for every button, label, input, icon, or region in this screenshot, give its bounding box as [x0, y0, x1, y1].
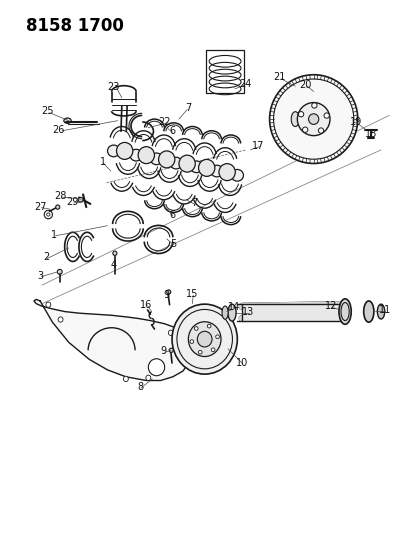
Text: 9: 9 [161, 346, 167, 357]
Ellipse shape [169, 330, 173, 335]
Ellipse shape [108, 145, 120, 157]
Text: 5: 5 [170, 239, 176, 249]
Text: 20: 20 [299, 79, 312, 90]
Ellipse shape [282, 95, 309, 143]
Ellipse shape [146, 375, 151, 381]
Ellipse shape [113, 251, 117, 255]
Text: 4: 4 [111, 261, 117, 270]
Text: 1: 1 [99, 157, 106, 167]
Ellipse shape [130, 149, 142, 161]
Text: 15: 15 [186, 289, 199, 299]
Text: 7: 7 [191, 198, 197, 208]
Ellipse shape [167, 290, 171, 294]
Text: 17: 17 [252, 141, 265, 151]
Ellipse shape [222, 306, 228, 319]
Text: 11: 11 [379, 305, 391, 315]
Text: 3: 3 [37, 271, 43, 280]
Text: 6: 6 [169, 126, 175, 136]
Ellipse shape [309, 114, 319, 124]
Text: 2: 2 [43, 253, 49, 262]
Ellipse shape [199, 350, 202, 354]
Ellipse shape [291, 112, 299, 126]
Ellipse shape [324, 113, 329, 118]
Text: 8: 8 [137, 382, 143, 392]
Ellipse shape [123, 376, 128, 382]
Text: 23: 23 [107, 82, 120, 92]
Ellipse shape [172, 304, 237, 374]
Ellipse shape [312, 103, 317, 108]
Ellipse shape [228, 304, 236, 321]
Ellipse shape [319, 128, 324, 133]
Ellipse shape [169, 348, 173, 352]
Ellipse shape [211, 348, 215, 352]
Ellipse shape [188, 322, 221, 357]
Ellipse shape [182, 346, 187, 351]
Ellipse shape [270, 75, 358, 164]
Ellipse shape [116, 142, 133, 159]
Ellipse shape [64, 118, 71, 123]
Ellipse shape [47, 213, 50, 216]
Text: 9: 9 [164, 289, 170, 300]
Ellipse shape [197, 332, 212, 347]
Ellipse shape [199, 159, 215, 176]
Text: 7: 7 [185, 103, 192, 114]
Ellipse shape [55, 205, 60, 209]
Text: 19: 19 [351, 117, 363, 127]
Text: 14: 14 [228, 302, 240, 312]
Text: 26: 26 [52, 125, 65, 135]
Ellipse shape [148, 359, 165, 376]
Text: 25: 25 [41, 106, 53, 116]
Ellipse shape [298, 111, 304, 117]
Ellipse shape [138, 147, 155, 164]
Text: 8158 1700: 8158 1700 [26, 17, 124, 35]
Ellipse shape [302, 127, 308, 132]
Bar [242, 304, 344, 320]
Text: 6: 6 [169, 210, 175, 220]
Text: 12: 12 [325, 301, 337, 311]
Ellipse shape [194, 327, 198, 330]
Ellipse shape [179, 155, 195, 172]
Ellipse shape [364, 301, 374, 322]
Text: 1: 1 [51, 230, 58, 240]
Bar [206, 50, 244, 93]
Text: 13: 13 [242, 306, 254, 317]
Ellipse shape [216, 335, 219, 338]
Text: 28: 28 [54, 191, 67, 201]
Ellipse shape [170, 157, 182, 169]
Ellipse shape [231, 169, 243, 181]
Ellipse shape [150, 153, 163, 165]
Ellipse shape [58, 317, 63, 322]
Ellipse shape [211, 165, 223, 177]
Ellipse shape [339, 299, 351, 324]
Ellipse shape [57, 269, 62, 274]
Text: 16: 16 [140, 300, 152, 310]
Text: 18: 18 [365, 129, 377, 139]
Ellipse shape [190, 340, 194, 343]
Ellipse shape [159, 151, 175, 168]
Ellipse shape [219, 164, 236, 181]
Text: 21: 21 [273, 72, 285, 82]
Text: 22: 22 [158, 117, 171, 127]
Ellipse shape [46, 302, 51, 308]
Text: 10: 10 [236, 358, 248, 368]
Ellipse shape [78, 197, 83, 202]
Ellipse shape [190, 161, 203, 173]
Text: 29: 29 [67, 197, 79, 207]
Ellipse shape [377, 304, 385, 319]
Text: 24: 24 [239, 78, 252, 88]
Polygon shape [34, 300, 189, 381]
Ellipse shape [207, 324, 211, 328]
Text: 27: 27 [34, 201, 46, 212]
Ellipse shape [297, 102, 330, 135]
